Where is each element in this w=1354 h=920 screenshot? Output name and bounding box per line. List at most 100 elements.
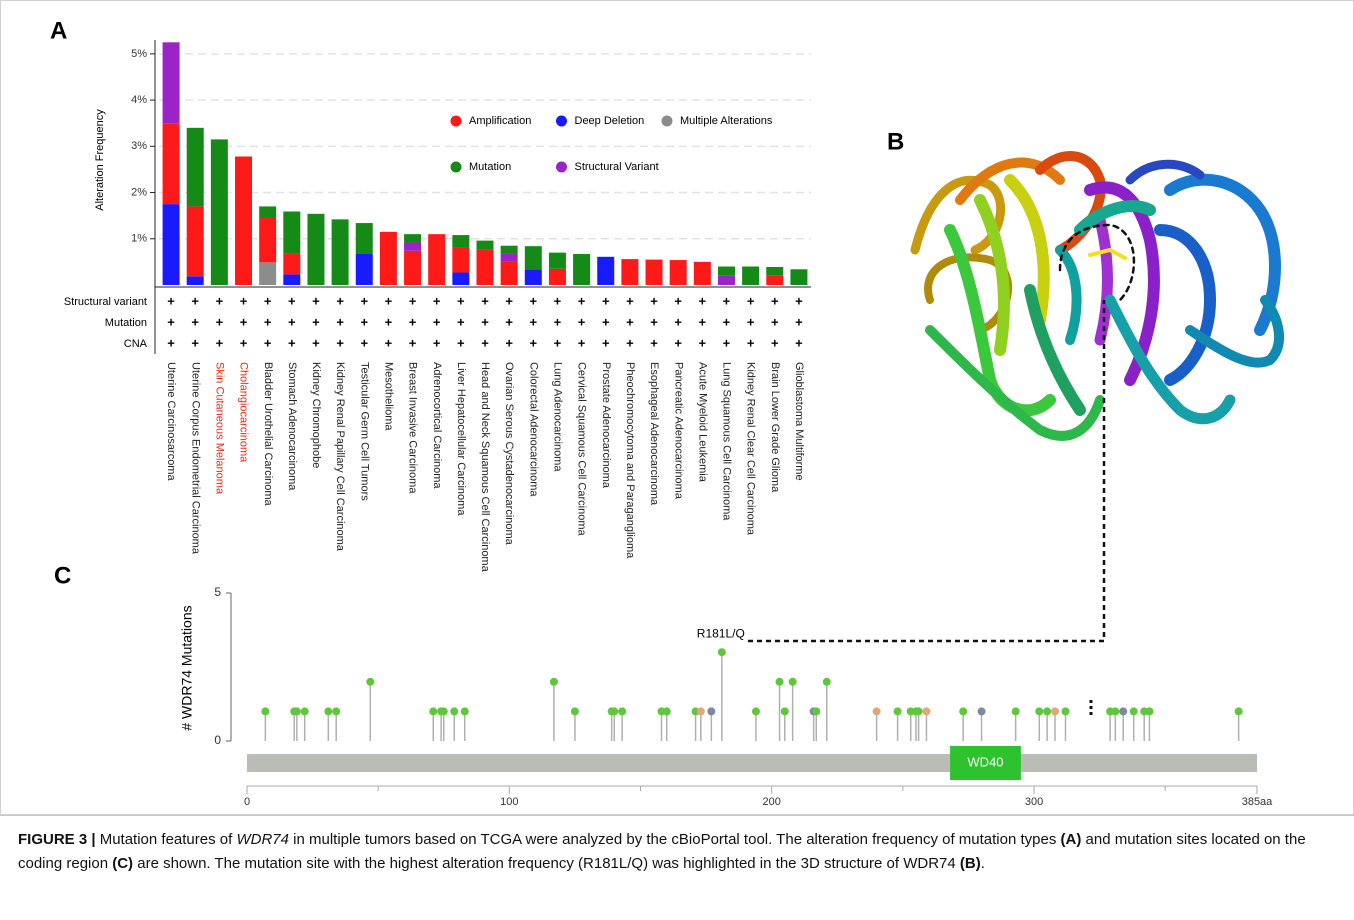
profile-mark: + [674,314,682,329]
lollipop-head [1035,707,1043,715]
profile-mark: + [360,293,368,308]
bar-segment [307,214,324,285]
figure: A B C 1%2%3%4%5%Alteration Frequency+++U… [0,0,1354,815]
bar-segment [477,249,494,285]
profile-mark: + [360,314,368,329]
lollipop-head [915,707,923,715]
lollipop-head [332,707,340,715]
x-tick-label: 200 [762,796,780,808]
lollipop-head [1145,707,1153,715]
profile-mark: + [723,314,731,329]
bar-segment [766,276,783,285]
bar-segment [452,235,469,247]
profile-mark: + [554,314,562,329]
lollipop-head [894,707,902,715]
legend-label: Multiple Alterations [680,115,773,127]
lollipop-head [366,678,374,686]
lollipop-head [922,707,930,715]
x-tick-label: Acute Myeloid Leukemia [696,362,708,483]
lollipop-head [718,648,726,656]
y-tick-label: 5% [131,48,147,60]
profile-mark: + [167,314,175,329]
x-tick-label: Prostate Adenocarcinoma [600,362,612,489]
bar-segment [452,248,469,273]
bar-segment [235,156,252,285]
x-tick-label: Uterine Corpus Endometrial Carcinoma [189,362,201,555]
bar-segment [283,274,300,285]
profile-mark: + [312,293,320,308]
legend-label: Amplification [469,115,531,127]
bar-segment [404,234,421,242]
profile-mark: + [167,335,175,350]
profile-mark: + [385,293,393,308]
profile-mark: + [457,293,465,308]
bar-segment [670,260,687,285]
bar-segment [501,254,518,262]
page: {"panel_labels": {"a": "A", "b": "B", "c… [0,0,1354,920]
panel-label: B [887,128,904,155]
x-tick-label: Skin Cutaneous Melanoma [213,362,225,495]
y-tick-label: 2% [131,186,147,198]
profile-mark: + [602,314,610,329]
bar-segment [163,204,180,285]
x-tick-label: Colorectal Adenocarcinoma [527,362,539,497]
profile-mark: + [457,335,465,350]
bar-segment [332,219,349,285]
profile-mark: + [771,335,779,350]
bar-segment [211,139,228,285]
profile-mark: + [578,293,586,308]
bar-segment [525,246,542,269]
bar-segment [163,123,180,204]
profile-mark: + [747,314,755,329]
profile-mark: + [216,335,224,350]
profile-mark: + [312,335,320,350]
x-tick-label: Kidney Renal Clear Cell Carcinoma [745,362,757,536]
bar-segment [718,267,735,276]
bar-segment [742,267,759,285]
x-tick-label: Mesothelioma [383,362,395,431]
lollipop-head [1012,707,1020,715]
profile-mark: + [240,293,248,308]
lollipop-head [707,707,715,715]
profile-mark: + [336,314,344,329]
profile-mark: + [481,293,489,308]
profile-mark: + [529,335,537,350]
bar-segment [187,276,204,285]
bar-segment [428,234,445,285]
x-tick-label: Pheochromocytoma and Paraganglioma [624,362,636,559]
x-tick-label: Bladder Urothelial Carcinoma [262,362,274,507]
x-tick-label: Testicular Germ Cell Tumors [358,362,370,501]
legend-swatch [556,162,567,173]
profile-mark: + [288,293,296,308]
lollipop-head [697,707,705,715]
lollipop-head [776,678,784,686]
bar-segment [452,273,469,285]
annotation: R181L/Q [697,626,745,640]
profile-mark: + [699,335,707,350]
y-axis-label: # WDR74 Mutations [179,605,195,730]
profile-mark: + [481,335,489,350]
bar-segment [356,254,373,285]
profile-mark: + [505,314,513,329]
lollipop-head [301,707,309,715]
lollipop-head [550,678,558,686]
profile-mark: + [240,314,248,329]
profile-mark: + [505,293,513,308]
profile-mark: + [578,314,586,329]
profile-mark: + [723,293,731,308]
bar-segment [766,267,783,276]
profile-mark: + [554,335,562,350]
x-tick-label: Lung Adenocarcinoma [552,362,564,472]
x-tick-label: 100 [500,796,518,808]
caption-text: (A) [1061,831,1082,848]
lollipop-head [1119,707,1127,715]
x-tick-label: Adrenocortical Carcinoma [431,362,443,489]
x-tick-label: Esophageal Adenocarcinoma [648,362,660,506]
x-tick-label: Brain Lower Grade Glioma [769,362,781,493]
profile-row-label: Mutation [105,317,147,329]
x-tick-label: Cholangiocarcinoma [238,362,250,463]
legend-swatch [556,116,567,127]
x-tick-label: Head and Neck Squamous Cell Carcinoma [479,362,491,573]
lollipop-head [429,707,437,715]
profile-mark: + [336,335,344,350]
